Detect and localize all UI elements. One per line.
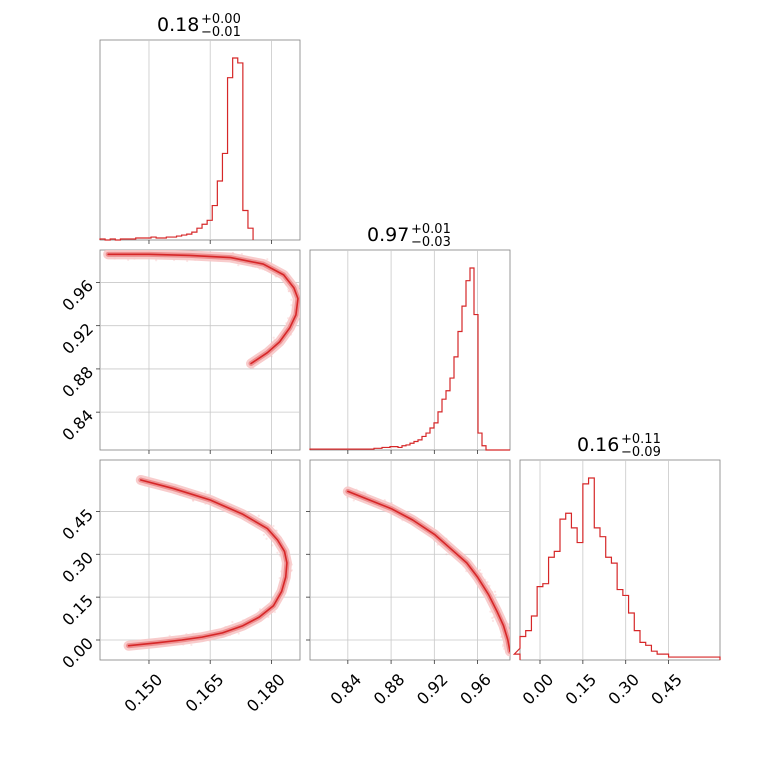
sample-point (514, 649, 516, 651)
title-p1-minus: −0.01 (201, 25, 241, 40)
sample-point (240, 252, 243, 256)
sample-point (271, 544, 274, 547)
y-tick-labels-p3: 0.00 0.15 0.30 0.45 (58, 505, 97, 672)
sample-point (478, 568, 482, 572)
x-tick-labels-p1: 0.150 0.165 0.180 (120, 670, 288, 716)
y-tick-label: 0.15 (58, 591, 97, 630)
sample-point (491, 616, 494, 620)
sample-point (287, 290, 290, 293)
sample-point (127, 258, 130, 262)
sample-point (262, 533, 265, 536)
scatter-panel-p2-p3 (306, 459, 516, 664)
sample-point (273, 610, 277, 614)
sample-point (445, 553, 448, 556)
sample-point (301, 307, 303, 309)
sample-point (352, 499, 355, 502)
histogram-p2 (309, 267, 510, 451)
x-tick-labels-p3: 0.00 0.15 0.30 0.45 (519, 670, 686, 709)
y-tick-label: 0.30 (58, 548, 97, 587)
sample-point (486, 581, 489, 584)
y-tick-label: 0.88 (58, 363, 97, 402)
y-tick-label: 0.96 (58, 276, 97, 315)
y-tick-label: 0.00 (58, 634, 97, 673)
sample-point (155, 259, 158, 262)
title-p1: 0.18 (157, 14, 199, 36)
y-tick-label: 0.84 (58, 406, 97, 445)
title-p3-plus: +0.11 (621, 432, 661, 447)
sample-point (300, 288, 302, 290)
x-tick-label: 0.00 (519, 670, 558, 709)
x-tick-label: 0.165 (182, 670, 228, 716)
scatter-panel-p1-p2 (96, 249, 304, 454)
x-tick-label: 0.180 (243, 670, 289, 716)
sample-point (502, 645, 505, 648)
sample-point (511, 634, 513, 636)
x-tick-label: 0.15 (562, 670, 601, 709)
title-p2: 0.97 (367, 224, 409, 246)
y-tick-label: 0.92 (58, 319, 97, 358)
x-tick-label: 0.30 (604, 670, 643, 709)
title-p3: 0.16 (577, 434, 619, 456)
sample-point (346, 496, 349, 499)
sample-point (302, 297, 304, 299)
x-tick-label: 0.88 (370, 670, 409, 709)
sample-point (290, 298, 293, 301)
sample-point (491, 619, 495, 622)
hist-panel-p3 (512, 459, 721, 664)
scatter-panel-p1-p3 (96, 459, 301, 664)
sample-point (272, 524, 275, 528)
sample-point (511, 650, 513, 652)
sample-point (231, 620, 234, 624)
sample-point (300, 291, 302, 293)
y-tick-labels-p2: 0.84 0.88 0.92 0.96 (58, 276, 97, 444)
y-tick-label: 0.45 (58, 505, 97, 544)
sample-point (237, 632, 240, 635)
density-p1-p2 (103, 250, 304, 369)
sample-point (190, 643, 193, 647)
sample-point (511, 641, 513, 643)
contour-line (127, 479, 288, 647)
sample-point (266, 258, 269, 261)
title-p3-minus: −0.09 (621, 445, 661, 460)
x-tick-label: 0.96 (456, 670, 495, 709)
title-p2-plus: +0.01 (411, 222, 451, 237)
x-tick-label: 0.84 (327, 670, 366, 709)
sample-point (237, 264, 240, 267)
density-p2-p3 (342, 486, 516, 657)
sample-point (257, 514, 260, 517)
contour-line (107, 253, 299, 365)
sample-point (204, 490, 207, 493)
title-p1-plus: +0.00 (201, 12, 241, 27)
sample-point (489, 610, 492, 613)
hist-panel-p2 (309, 249, 511, 454)
title-p2-minus: −0.03 (411, 235, 451, 250)
sample-point (265, 537, 268, 540)
hist-panel-p1 (99, 39, 301, 244)
sample-point (272, 336, 275, 339)
x-tick-label: 0.92 (413, 670, 452, 709)
histogram-p3 (512, 477, 721, 660)
x-tick-labels-p2: 0.84 0.88 0.92 0.96 (327, 670, 495, 709)
density-p1-p3 (123, 475, 294, 651)
contour-line (347, 490, 510, 653)
histogram-p1 (99, 57, 254, 241)
sample-point (186, 259, 189, 263)
sample-point (494, 593, 497, 597)
x-tick-label: 0.45 (647, 670, 686, 709)
sample-point (276, 551, 279, 554)
sample-point (493, 590, 497, 593)
x-tick-label: 0.150 (120, 670, 166, 716)
